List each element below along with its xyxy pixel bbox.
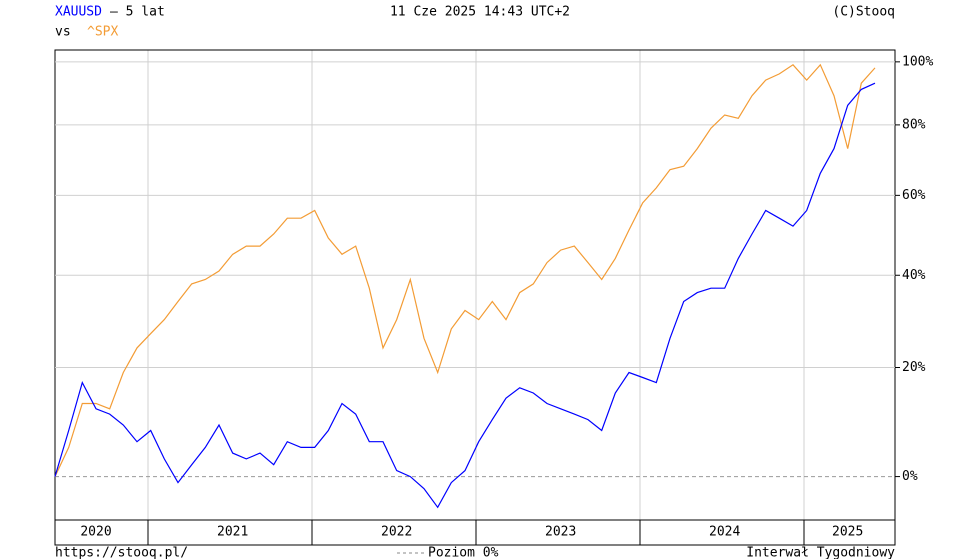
source: (C)Stooq — [832, 5, 895, 20]
series-line — [54, 82, 876, 509]
x-tick-label: 2021 — [217, 525, 248, 540]
year-dividers — [147, 520, 805, 545]
year-grid — [147, 50, 805, 520]
url: https://stooq.pl/ — [55, 546, 188, 559]
plot: 0% 20% 40% 60% 80% 100% 2020 2021 2022 2023 2024 20… — [54, 54, 933, 540]
y-tick-label: 0% — [902, 469, 918, 484]
compare-label: vs — [55, 25, 71, 40]
x-tick-label: 2022 — [381, 525, 412, 540]
timestamp: 11 Cze 2025 14:43 UTC+2 — [390, 5, 570, 20]
interval: Interwał Tygodniowy — [746, 546, 895, 559]
x-tick-label: 2024 — [709, 525, 740, 540]
x-tick-label: 2025 — [832, 525, 863, 540]
x-tick-label: 2023 — [545, 525, 576, 540]
period: – 5 lat — [110, 5, 165, 20]
series-line — [54, 63, 876, 477]
series-name: ^SPX — [87, 25, 118, 40]
y-tick-label: 60% — [902, 188, 926, 203]
series-name: XAUUSD — [55, 5, 102, 20]
y-tick-label: 20% — [902, 360, 926, 375]
zero-level-label: Poziom 0% — [428, 546, 499, 559]
x-tick-label: 2020 — [80, 525, 111, 540]
y-tick-label: 100% — [902, 54, 933, 69]
axis-frame — [54, 49, 896, 546]
y-tick-label: 40% — [902, 268, 926, 283]
y-tick-label: 80% — [902, 117, 926, 132]
